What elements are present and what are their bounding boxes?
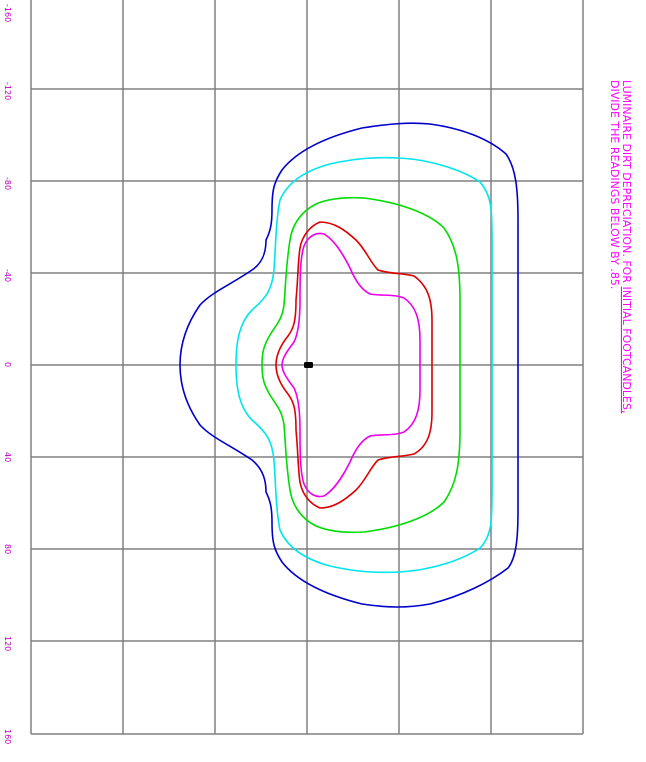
note-line2-text: DIVIDE THE READINGS BELOW BY .85. xyxy=(608,80,621,289)
contour-outer xyxy=(179,122,519,608)
note-line1-text: LUMINAIRE DIRT DEPRECIATION. FOR xyxy=(620,80,633,286)
depreciation-note: LUMINAIRE DIRT DEPRECIATION. FOR INITIAL… xyxy=(608,80,633,413)
tick-label: -120 xyxy=(3,82,12,100)
tick-label: -160 xyxy=(3,4,12,22)
contour-inner xyxy=(281,232,421,498)
contour-red xyxy=(275,221,433,509)
tick-label: 80 xyxy=(3,544,12,554)
grid xyxy=(30,0,584,735)
tick-label: 160 xyxy=(3,729,12,744)
tick-label: 40 xyxy=(3,452,12,462)
axis-tick-labels: -160 -120 -80 -40 0 40 80 120 160 xyxy=(3,4,12,744)
tick-label: 0 xyxy=(3,362,12,367)
svg-text:LUMINAIRE DIRT DEPRECIATION. F: LUMINAIRE DIRT DEPRECIATION. FOR INITIAL… xyxy=(620,80,633,413)
luminaire-marker xyxy=(304,362,313,368)
tick-label: -40 xyxy=(3,269,12,282)
note-line1-underlined: INITIAL FOOTCANDLES, xyxy=(620,286,633,413)
tick-label: -80 xyxy=(3,177,12,190)
contour-green xyxy=(261,196,461,534)
tick-label: 120 xyxy=(3,636,12,651)
contour-cyan xyxy=(235,156,493,574)
